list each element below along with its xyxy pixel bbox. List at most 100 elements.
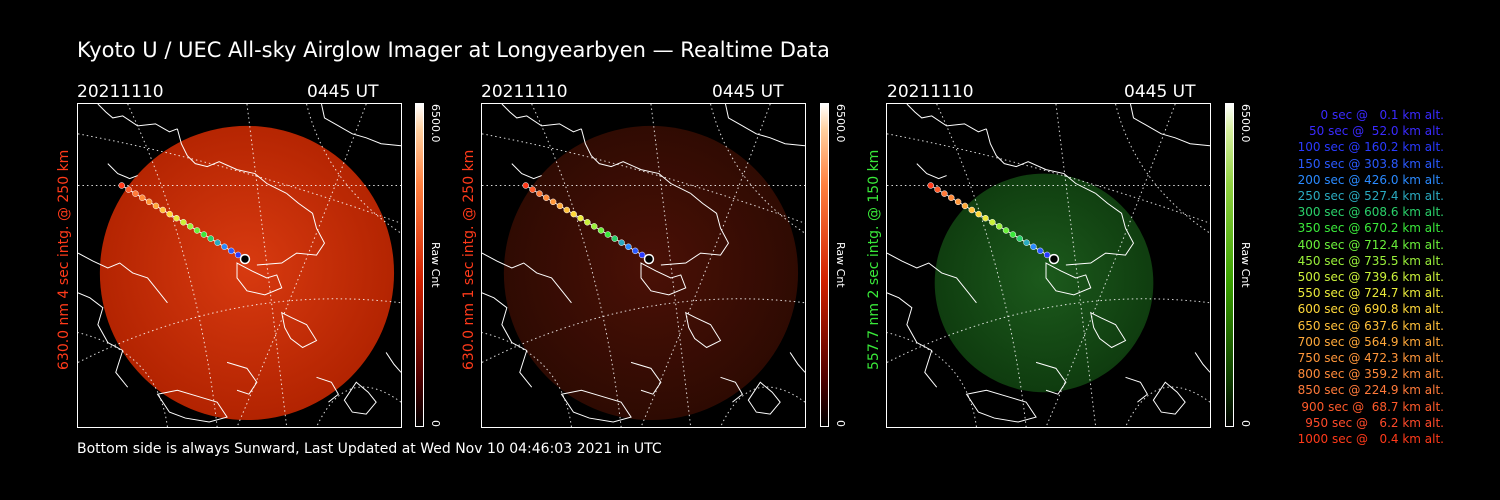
trajectory-point [1016,235,1023,242]
legend-row: 900 sec @ 68.7 km alt. [1301,399,1444,414]
page-title: Kyoto U / UEC All-sky Airglow Imager at … [77,38,830,62]
satellite-position-marker [1048,253,1060,265]
panel-3-colorbar-max: 6500.0 [1239,104,1252,143]
trajectory-point [961,202,969,210]
legend-row: 150 sec @ 303.8 km alt. [1297,156,1444,171]
trajectory-point [125,186,132,193]
trajectory-point [193,227,201,234]
trajectory-point [570,210,577,218]
panel-1-image [77,103,402,428]
panel-3-colorbar-unit: Raw Cnt [1239,242,1252,288]
trajectory-point [934,186,941,193]
legend-row: 650 sec @ 637.6 km alt. [1297,318,1444,333]
panel-3-side-label: 557.7 nm 2 sec intg. @ 150 km [866,149,882,370]
trajectory-point [139,194,146,201]
trajectory-point [207,235,214,242]
trajectory-point [563,206,571,214]
trajectory-point [597,227,605,234]
trajectory-point [948,194,955,201]
satellite-position-marker [643,253,655,265]
trajectory-point [927,182,934,189]
trajectory-point [604,231,612,238]
panel-2-map [482,104,805,427]
trajectory-point [159,206,167,214]
legend-row: 800 sec @ 359.2 km alt. [1297,367,1444,382]
panel-2-time: 0445 UT [712,82,784,102]
trajectory-point [611,235,618,242]
legend-row: 0 sec @ 0.1 km alt. [1320,108,1445,122]
trajectory-point [618,239,625,246]
satellite-position-marker [239,253,251,265]
panel-2-colorbar-max: 6500.0 [834,104,847,143]
trajectory-point [577,214,584,222]
trajectory-point [584,219,591,226]
panel-3-image [886,103,1211,428]
trajectory-point [638,251,646,259]
trajectory-point [1030,243,1037,251]
panel-2-image [481,103,806,428]
trajectory-point [152,202,160,210]
trajectory-point [1023,239,1030,246]
panel-2-colorbar [820,103,829,427]
panel-1-colorbar [415,103,424,427]
legend-row: 100 sec @ 160.2 km alt. [1297,140,1444,155]
trajectory-point [536,190,543,197]
trajectory-point [214,239,221,246]
trajectory-point [1002,227,1010,234]
trajectory-point [228,247,235,255]
panel-1-map [78,104,401,427]
trajectory-point [556,202,564,210]
panel-3-date: 20211110 [887,82,974,102]
trajectory-point [166,210,173,218]
panel-1-colorbar-min: 0 [429,420,442,427]
panel-1-side-label: 630.0 nm 4 sec intg. @ 250 km [56,149,72,370]
trajectory-point [145,198,153,206]
footer-status: Bottom side is always Sunward, Last Upda… [77,441,662,457]
trajectory-point [975,210,982,218]
legend-row: 700 sec @ 564.9 km alt. [1297,334,1444,349]
trajectory-point [1037,247,1044,255]
panel-2-date: 20211110 [481,82,568,102]
altitude-legend: 0 sec @ 0.1 km alt. 50 sec @ 52.0 km alt.… [1262,107,1444,447]
trajectory-point [200,231,208,238]
trajectory-point [522,182,529,189]
trajectory-point [173,214,180,222]
panel-2-colorbar-unit: Raw Cnt [834,242,847,288]
legend-row: 600 sec @ 690.8 km alt. [1297,302,1444,317]
panel-3-map [887,104,1210,427]
panel-1-time: 0445 UT [307,82,379,102]
legend-row: 1000 sec @ 0.4 km alt. [1297,432,1444,447]
trajectory-point [529,186,536,193]
legend-row: 250 sec @ 527.4 km alt. [1297,189,1444,204]
trajectory-point [1009,231,1017,238]
panel-2-colorbar-min: 0 [834,420,847,427]
trajectory-point [625,243,632,251]
trajectory-point [968,206,976,214]
legend-row: 350 sec @ 670.2 km alt. [1297,221,1444,236]
legend-row: 750 sec @ 472.3 km alt. [1297,351,1444,366]
legend-row: 850 sec @ 224.9 km alt. [1297,383,1444,398]
trajectory-point [590,223,598,230]
trajectory-point [118,182,125,189]
legend-row: 300 sec @ 608.6 km alt. [1297,205,1444,220]
trajectory-point [543,194,550,201]
legend-row: 450 sec @ 735.5 km alt. [1297,253,1444,268]
airglow-image [99,125,395,421]
panel-3-colorbar [1225,103,1234,427]
trajectory-point [221,243,228,251]
legend-row: 500 sec @ 739.6 km alt. [1297,270,1444,285]
trajectory-point [954,198,962,206]
panel-1-colorbar-unit: Raw Cnt [429,242,442,288]
airglow-image [503,125,799,421]
panel-2-side-label: 630.0 nm 1 sec intg. @ 250 km [461,149,477,370]
legend-row: 400 sec @ 712.4 km alt. [1297,237,1444,252]
trajectory-point [132,190,139,197]
trajectory-point [995,223,1003,230]
legend-row: 50 sec @ 52.0 km alt. [1309,124,1444,139]
trajectory-point [632,247,639,255]
trajectory-point [1043,251,1051,259]
trajectory-point [941,190,948,197]
trajectory-point [989,219,996,226]
panel-3-time: 0445 UT [1124,82,1196,102]
trajectory-point [982,214,989,222]
